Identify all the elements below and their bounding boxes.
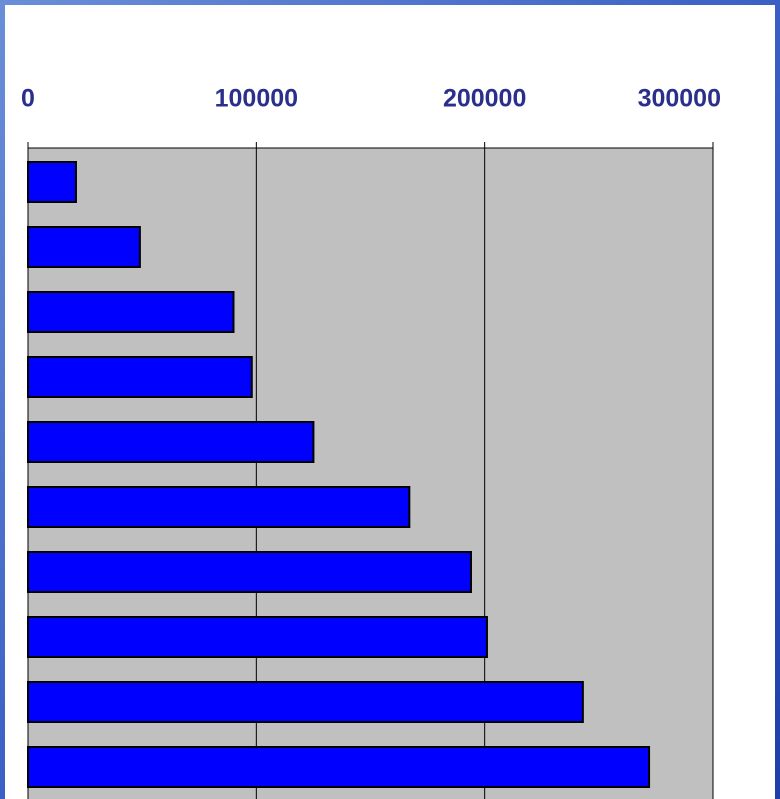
x-tick-label: 0 [21, 85, 35, 113]
bar [27, 681, 584, 723]
x-tick-label: 200000 [443, 85, 526, 113]
bar [27, 161, 77, 203]
bar [27, 551, 472, 593]
bar [27, 356, 253, 398]
bar [27, 616, 488, 658]
bar [27, 226, 141, 268]
bar [27, 291, 235, 333]
x-tick-label: 300000 [638, 85, 721, 113]
bar [27, 746, 651, 788]
bar [27, 421, 315, 463]
bar [27, 486, 411, 528]
x-tick-label: 100000 [215, 85, 298, 113]
